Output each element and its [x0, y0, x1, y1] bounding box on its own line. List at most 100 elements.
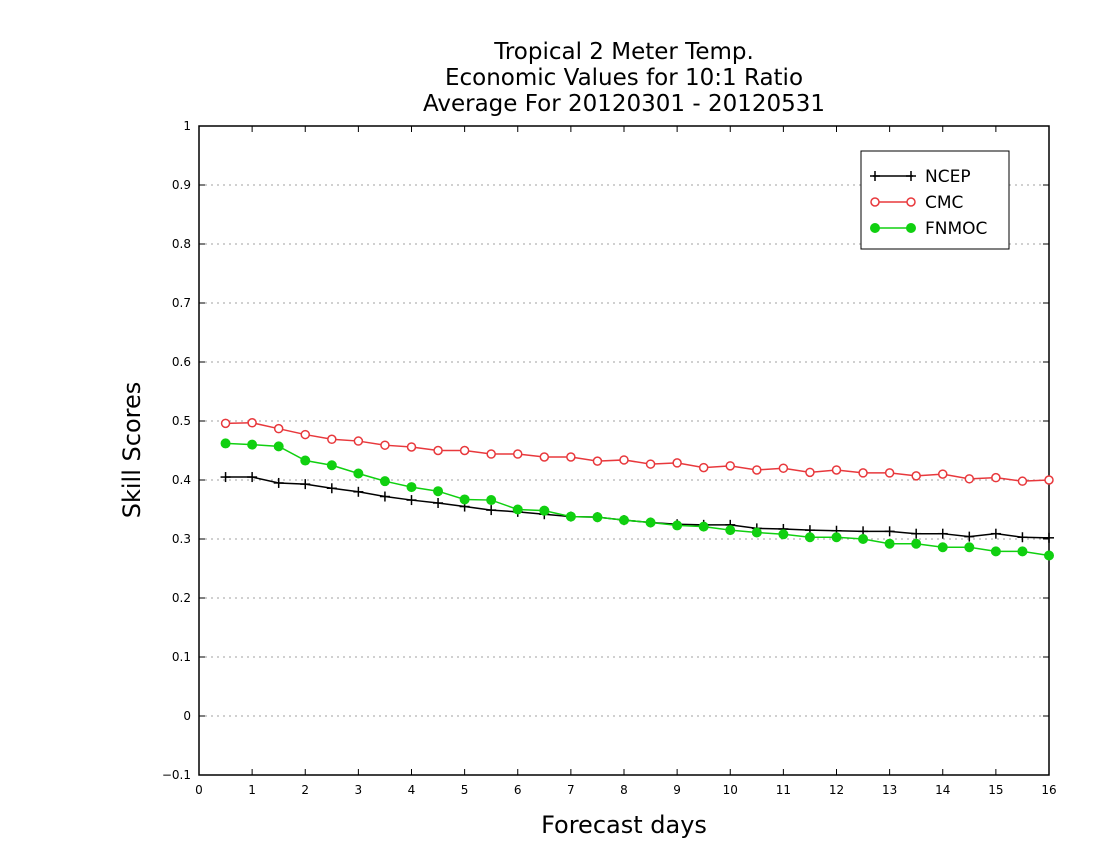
x-tick-label: 13	[882, 783, 897, 797]
data-point-ncep	[433, 498, 444, 509]
series-ncep	[220, 472, 1054, 543]
data-point-cmc	[380, 440, 390, 450]
data-point-cmc	[566, 452, 576, 462]
y-tick-label: 0.6	[172, 355, 191, 369]
data-point-cmc	[991, 472, 1001, 483]
data-point-ncep	[300, 479, 311, 490]
legend-item-cmc: CMC	[870, 193, 963, 213]
data-point-fnmoc	[751, 527, 762, 538]
x-tick-label: 10	[723, 783, 738, 797]
data-point-fnmoc	[698, 521, 709, 532]
data-point-cmc	[592, 456, 603, 466]
data-point-cmc	[486, 449, 496, 459]
legend-label-fnmoc: FNMOC	[925, 219, 987, 239]
data-point-cmc	[778, 463, 789, 473]
data-point-cmc	[459, 445, 470, 456]
data-point-ncep	[220, 472, 231, 483]
data-point-cmc	[406, 442, 417, 452]
data-point-fnmoc	[619, 515, 629, 526]
x-tick-label: 3	[355, 783, 363, 797]
data-point-fnmoc	[1017, 546, 1028, 557]
data-point-fnmoc	[459, 494, 470, 505]
series-cmc	[220, 418, 1054, 486]
x-tick-label: 2	[301, 783, 309, 797]
data-point-cmc	[672, 458, 682, 468]
data-point-fnmoc	[858, 534, 869, 544]
x-tick-label: 6	[514, 783, 522, 797]
y-tick-label: 0.9	[172, 178, 191, 192]
data-point-ncep	[937, 528, 948, 539]
legend-marker	[870, 171, 880, 181]
data-point-cmc	[805, 467, 815, 478]
data-point-cmc	[645, 459, 656, 469]
y-tick-label: 1	[183, 119, 191, 133]
x-tick-label: 0	[195, 783, 203, 797]
legend-label-cmc: CMC	[925, 193, 963, 213]
data-point-ncep	[990, 528, 1001, 539]
series-line-ncep	[225, 476, 1050, 539]
legend-marker	[870, 223, 880, 233]
axes: −0.100.10.20.30.40.50.60.70.80.910 1 2 3 4 5 6…	[162, 119, 1057, 797]
y-tick-label: 0.2	[172, 591, 191, 605]
data-point-ncep	[1017, 532, 1028, 543]
data-point-fnmoc	[247, 439, 258, 450]
data-point-ncep	[1044, 532, 1054, 543]
y-tick-label: 0.7	[172, 296, 191, 310]
data-point-cmc	[220, 418, 231, 429]
series-line-cmc	[225, 422, 1050, 482]
data-point-fnmoc	[831, 532, 842, 543]
x-tick-label: 16	[1041, 783, 1056, 797]
data-point-ncep	[486, 505, 497, 516]
y-tick-label: 0.8	[172, 237, 191, 251]
legend-label-ncep: NCEP	[925, 167, 971, 187]
data-point-cmc	[247, 418, 257, 428]
x-tick-label: 11	[776, 783, 791, 797]
y-tick-label: 0.5	[172, 414, 191, 428]
data-point-ncep	[964, 531, 975, 542]
legend-marker	[906, 223, 916, 233]
data-point-fnmoc	[672, 520, 683, 531]
data-point-cmc	[858, 468, 868, 478]
data-point-fnmoc	[937, 542, 948, 553]
legend-item-ncep: NCEP	[870, 167, 971, 187]
data-point-cmc	[884, 468, 895, 478]
data-point-ncep	[911, 528, 922, 539]
data-point-fnmoc	[964, 542, 975, 553]
data-point-cmc	[1017, 476, 1028, 486]
data-point-fnmoc	[353, 468, 364, 479]
legend-marker	[906, 171, 916, 181]
data-point-fnmoc	[725, 525, 736, 536]
x-tick-label: 12	[829, 783, 844, 797]
data-point-fnmoc	[486, 495, 497, 506]
chart-title: Tropical 2 Meter Temp. Economic Values f…	[423, 39, 825, 117]
data-point-cmc	[964, 474, 975, 484]
data-point-fnmoc	[379, 476, 390, 487]
data-point-fnmoc	[512, 504, 523, 515]
y-tick-label: 0.1	[172, 650, 191, 664]
data-point-ncep	[326, 483, 337, 494]
data-point-cmc	[938, 469, 948, 479]
data-point-cmc	[433, 445, 443, 456]
x-tick-label: 9	[673, 783, 681, 797]
data-point-fnmoc	[645, 517, 656, 528]
x-tick-label: 7	[567, 783, 575, 797]
x-tick-label: 14	[935, 783, 950, 797]
data-point-cmc	[300, 429, 310, 440]
legend-marker	[870, 197, 880, 207]
data-point-fnmoc	[804, 532, 815, 543]
data-point-cmc	[353, 436, 364, 446]
y-tick-label: −0.1	[162, 768, 191, 782]
data-point-fnmoc	[273, 441, 284, 452]
x-tick-label: 15	[988, 783, 1003, 797]
data-point-fnmoc	[990, 546, 1001, 557]
chart-title-line-1: Tropical 2 Meter Temp.	[493, 39, 754, 65]
legend-box	[860, 150, 1010, 250]
data-point-cmc	[831, 465, 842, 475]
chart-title-line-3: Average For 20120301 - 20120531	[423, 91, 825, 117]
data-point-fnmoc	[406, 482, 417, 493]
data-point-fnmoc	[911, 538, 922, 549]
y-tick-label: 0	[183, 709, 191, 723]
data-point-fnmoc	[220, 438, 231, 449]
data-point-fnmoc	[592, 512, 603, 523]
